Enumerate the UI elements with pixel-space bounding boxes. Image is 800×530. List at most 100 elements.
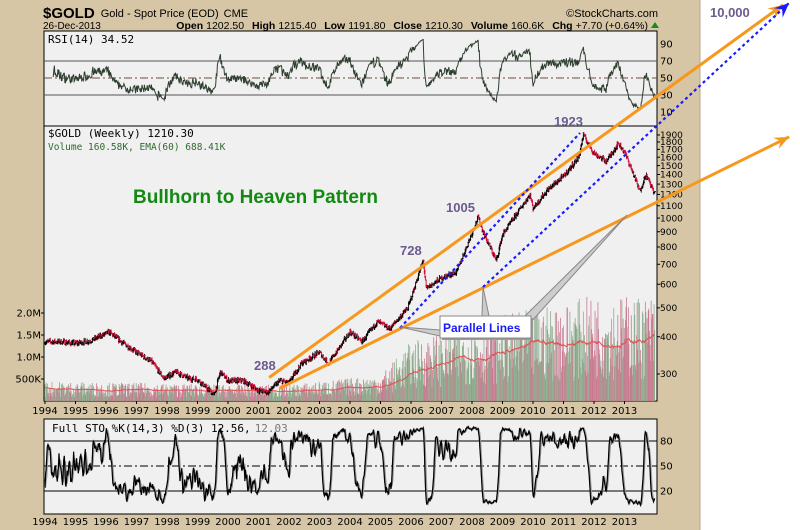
rsi-tick-label: 30 (660, 91, 673, 102)
x-tick-label: 1999 (185, 406, 210, 417)
chg-label: Chg (552, 20, 572, 32)
price-tick-label: 1700 (660, 146, 683, 156)
x-tick-label: 2010 (520, 406, 545, 417)
instrument-name: Gold - Spot Price (EOD) (101, 8, 219, 20)
sto-x-tick-label: 2009 (490, 517, 515, 528)
open-value: 1202.50 (206, 20, 244, 32)
x-tick-label: 2005 (368, 406, 393, 417)
x-tick-label: 2013 (612, 406, 637, 417)
close-value: 1210.30 (425, 20, 463, 32)
volume-tick-label: 2.0M (16, 309, 41, 320)
sto-x-tick-label: 1997 (124, 517, 149, 528)
parallel-dotted-line (399, 132, 581, 329)
label-728: 728 (400, 243, 422, 258)
sto-x-tick-label: 1999 (185, 517, 210, 528)
sto-x-tick-label: 2011 (551, 517, 576, 528)
sto-x-tick-label: 2000 (215, 517, 240, 528)
price-tick-label: 1100 (660, 202, 683, 212)
sto-x-tick-label: 2008 (459, 517, 484, 528)
label-10000: 10,000 (710, 5, 750, 20)
price-legend: $GOLD (Weekly) 1210.30 (48, 127, 194, 140)
x-tick-label: 2008 (459, 406, 484, 417)
sto-x-tick-label: 1995 (63, 517, 88, 528)
price-tick-label: 1600 (660, 153, 683, 163)
parallel-lines-callout: Parallel Lines (399, 214, 628, 340)
sto-x-tick-label: 2005 (368, 517, 393, 528)
price-tick-label: 1300 (660, 180, 683, 190)
sto-tick-label: 20 (660, 486, 673, 497)
price-tick-label: 1400 (660, 171, 683, 181)
x-tick-label: 1998 (154, 406, 179, 417)
label-288: 288 (254, 358, 276, 373)
price-tick-label: 1900 (660, 131, 683, 141)
rsi-tick-label: 50 (660, 74, 673, 85)
volume-label: Volume (471, 20, 508, 32)
sto-x-tick-label: 2010 (520, 517, 545, 528)
rsi-tick-label: 70 (660, 57, 673, 68)
x-tick-label: 2004 (337, 406, 362, 417)
volume-value: 160.6K (511, 20, 544, 32)
x-tick-label: 2006 (398, 406, 423, 417)
arrowhead-icon (774, 2, 790, 18)
rsi-tick-label: 10 (660, 108, 673, 119)
low-label: Low (324, 20, 346, 32)
symbol: $GOLD (43, 5, 95, 22)
x-tick-label: 1994 (32, 406, 57, 417)
price-tick-label: 400 (660, 333, 677, 343)
x-tick-label: 2002 (276, 406, 301, 417)
x-tick-label: 1997 (124, 406, 149, 417)
price-tick-label: 1500 (660, 162, 683, 172)
close-label: Close (393, 20, 422, 32)
sto-x-tick-label: 2001 (246, 517, 271, 528)
x-tick-label: 2001 (246, 406, 271, 417)
sto-x-tick-label: 2002 (276, 517, 301, 528)
rsi-line (52, 38, 656, 111)
sto-x-tick-label: 1996 (93, 517, 118, 528)
chg-value: +7.70 (+0.64%) (576, 20, 648, 32)
sto-k-line (44, 425, 656, 508)
x-tick-label: 2011 (551, 406, 576, 417)
volume-tick-label: 1.0M (16, 353, 41, 364)
volume-ema-line (44, 334, 655, 393)
x-tick-label: 2000 (215, 406, 240, 417)
x-tick-label: 2003 (307, 406, 332, 417)
price-tick-label: 300 (660, 370, 677, 380)
price-tick-label: 1800 (660, 138, 683, 148)
callout-box (439, 315, 532, 339)
sto-x-tick-label: 2004 (337, 517, 362, 528)
trendline (279, 135, 790, 390)
rsi-tick-label: 90 (660, 40, 673, 51)
sto-x-tick-label: 2012 (581, 517, 606, 528)
x-tick-label: 2009 (490, 406, 515, 417)
parallel-dotted-line (482, 2, 790, 288)
label-1005: 1005 (446, 200, 475, 215)
exchange: CME (224, 8, 248, 20)
sto-tick-label: 50 (660, 462, 673, 473)
rsi-legend: RSI(14) 34.52 (48, 33, 134, 46)
quote-date: 26-Dec-2013 (43, 21, 101, 32)
price-tick-label: 800 (660, 243, 677, 253)
sto-x-tick-label: 2007 (429, 517, 454, 528)
x-tick-label: 1995 (63, 406, 88, 417)
price-tick-label: 500 (660, 304, 677, 314)
x-tick-label: 1996 (93, 406, 118, 417)
high-value: 1215.40 (278, 20, 316, 32)
high-label: High (252, 20, 275, 32)
arrowhead-icon (773, 136, 790, 149)
copyright: ©StockCharts.com (566, 8, 658, 20)
x-tick-label: 2012 (581, 406, 606, 417)
sto-d-legend: 12.03 (255, 422, 288, 435)
sto-x-tick-label: 2003 (307, 517, 332, 528)
label-1923: 1923 (554, 114, 583, 129)
sto-tick-label: 80 (660, 437, 673, 448)
x-tick-label: 2007 (429, 406, 454, 417)
open-label: Open (176, 20, 203, 32)
sto-k-legend: Full STO %K(14,3) %D(3) 12.56, (52, 422, 251, 435)
sto-legend: Full STO %K(14,3) %D(3) 12.56, 12.03 (52, 422, 288, 435)
sto-x-tick-label: 2006 (398, 517, 423, 528)
sto-x-tick-label: 2013 (612, 517, 637, 528)
price-bar (653, 191, 656, 194)
price-tick-label: 600 (660, 280, 677, 290)
price-tick-label: 900 (660, 228, 677, 238)
volume-tick-label: 1.5M (16, 331, 41, 342)
